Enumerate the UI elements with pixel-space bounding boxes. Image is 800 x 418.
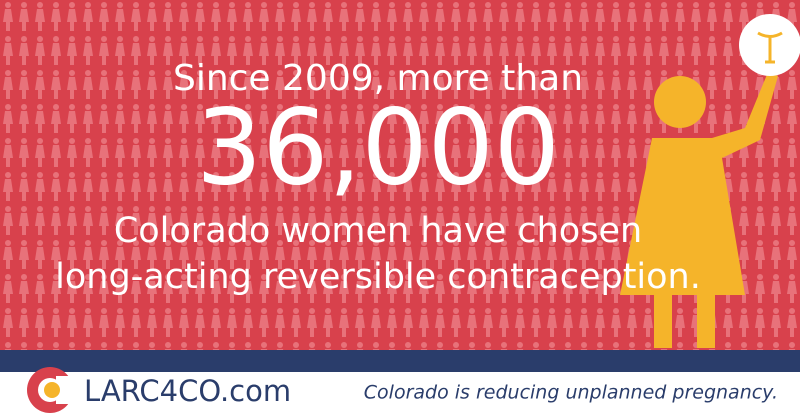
- site-link[interactable]: LARC4CO.com: [84, 374, 291, 408]
- footer-background: [0, 372, 800, 418]
- headline-line: long-acting reversible contraception.: [55, 257, 701, 297]
- headline-line: Colorado women have chosen: [114, 211, 642, 251]
- navy-band: [0, 350, 800, 372]
- headline-number: 36,000: [196, 86, 560, 208]
- headline-lead: Since 2009, more than: [173, 58, 583, 99]
- colorado-logo: [27, 367, 80, 413]
- woman-figure: [620, 14, 800, 348]
- tagline: Colorado is reducing unplanned pregnancy…: [364, 382, 778, 404]
